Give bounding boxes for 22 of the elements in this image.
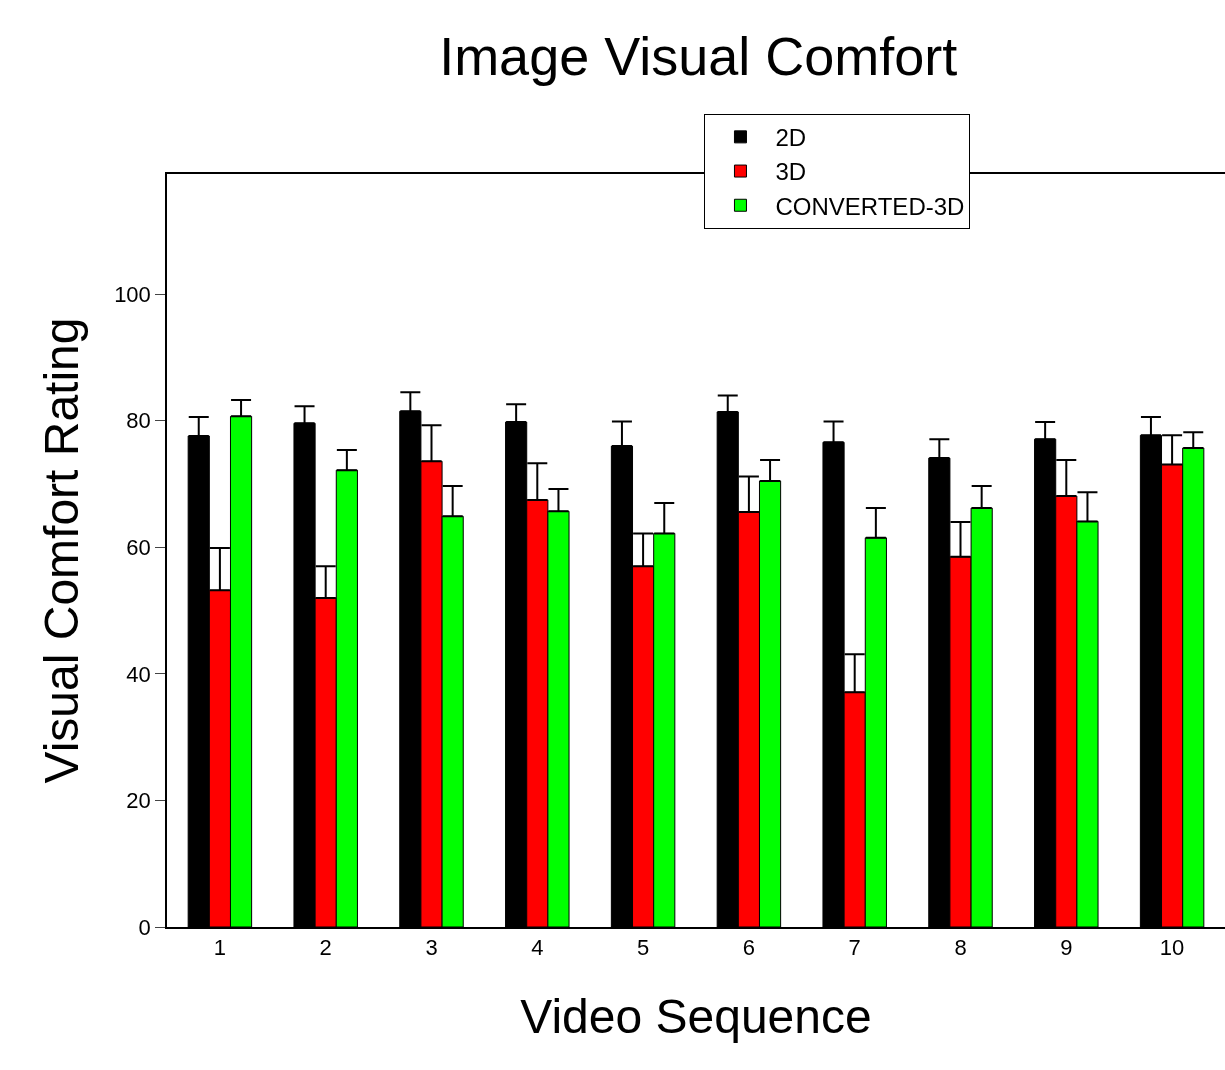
- x-tick-label: 2: [319, 935, 332, 961]
- x-tick-label: 7: [848, 935, 861, 961]
- y-tick-label: 100: [114, 281, 151, 307]
- x-tick-label: 8: [954, 935, 967, 961]
- y-tick-label: 80: [126, 408, 151, 434]
- x-tick-label: 9: [1060, 935, 1073, 961]
- x-tick-label: 1: [213, 935, 227, 961]
- x-axis-title: Video Sequence: [520, 989, 872, 1043]
- y-tick-label: 0: [138, 914, 151, 940]
- legend-label: 3D: [775, 158, 807, 186]
- y-tick-label: 20: [126, 788, 151, 814]
- x-tick-label: 3: [425, 935, 438, 961]
- x-tick-label: 6: [742, 935, 756, 961]
- y-tick-label: 60: [126, 535, 151, 561]
- x-tick-label: 10: [1159, 935, 1185, 961]
- chart-title: Image Visual Comfort: [439, 26, 958, 87]
- y-axis-title: Visual Comfort Rating: [35, 317, 89, 784]
- legend-label: CONVERTED-3D: [775, 192, 965, 220]
- y-tick-label: 40: [126, 661, 151, 687]
- legend-label: 2D: [775, 124, 807, 152]
- x-tick-label: 4: [531, 935, 544, 961]
- x-tick-label: 5: [636, 935, 650, 961]
